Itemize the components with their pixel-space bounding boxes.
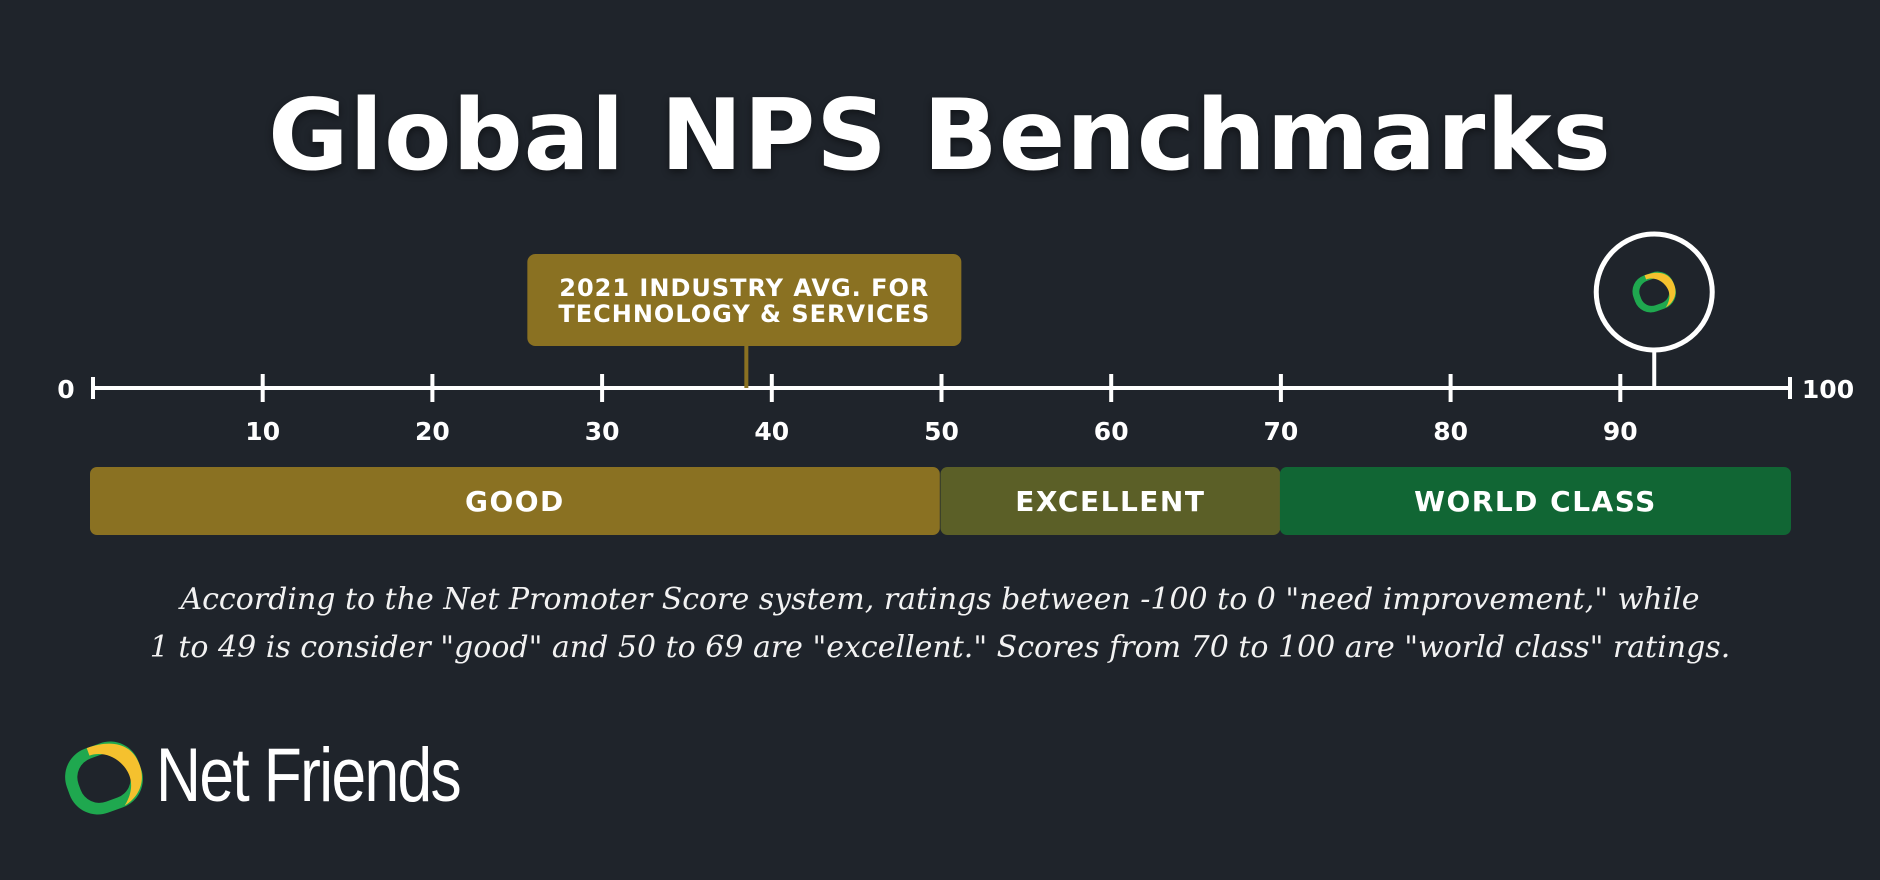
tick-label: 40	[754, 417, 789, 446]
callout-label: TECHNOLOGY & SERVICES	[558, 300, 930, 328]
band-world-class	[1279, 467, 1791, 535]
logo-swoosh	[1644, 272, 1676, 308]
net-friends-logo-icon	[65, 741, 143, 815]
caption: According to the Net Promoter Score syst…	[60, 576, 1820, 672]
page-title: Global NPS Benchmarks	[268, 79, 1612, 193]
tick-label: 60	[1094, 417, 1129, 446]
band-label: GOOD	[465, 485, 565, 518]
callout-label: 2021 INDUSTRY AVG. FOR	[559, 274, 929, 302]
band-label: WORLD CLASS	[1414, 485, 1657, 518]
axis-layer: 0 100 10 20 30 40 50 60 70 80 90	[57, 374, 1854, 446]
axis-end-label: 100	[1802, 375, 1854, 404]
tick-label: 70	[1264, 417, 1299, 446]
callout-box	[527, 254, 962, 346]
tick-label: 10	[245, 417, 280, 446]
tick-label: 20	[415, 417, 450, 446]
nps-benchmark-chart: GOOD EXCELLENT WORLD CLASS 0 100 10 20 30 40 50 6…	[57, 231, 1854, 535]
brand-name: Net Friends	[156, 733, 462, 818]
logo-hole	[1639, 278, 1670, 306]
band-good	[90, 467, 940, 535]
tick-label: 80	[1433, 417, 1468, 446]
tick-label: 90	[1603, 417, 1638, 446]
net-friends-logo-icon	[1632, 271, 1677, 313]
tick-label: 30	[585, 417, 620, 446]
tick-label: 50	[924, 417, 959, 446]
band-excellent	[940, 467, 1281, 535]
caption-line-1: According to the Net Promoter Score syst…	[180, 582, 1700, 617]
axis-end-label: 0	[57, 375, 74, 404]
bands-layer: GOOD EXCELLENT WORLD CLASS	[90, 467, 1791, 535]
caption-line-2: 1 to 49 is consider "good" and 50 to 69 …	[149, 630, 1731, 665]
band-label: EXCELLENT	[1015, 485, 1205, 518]
